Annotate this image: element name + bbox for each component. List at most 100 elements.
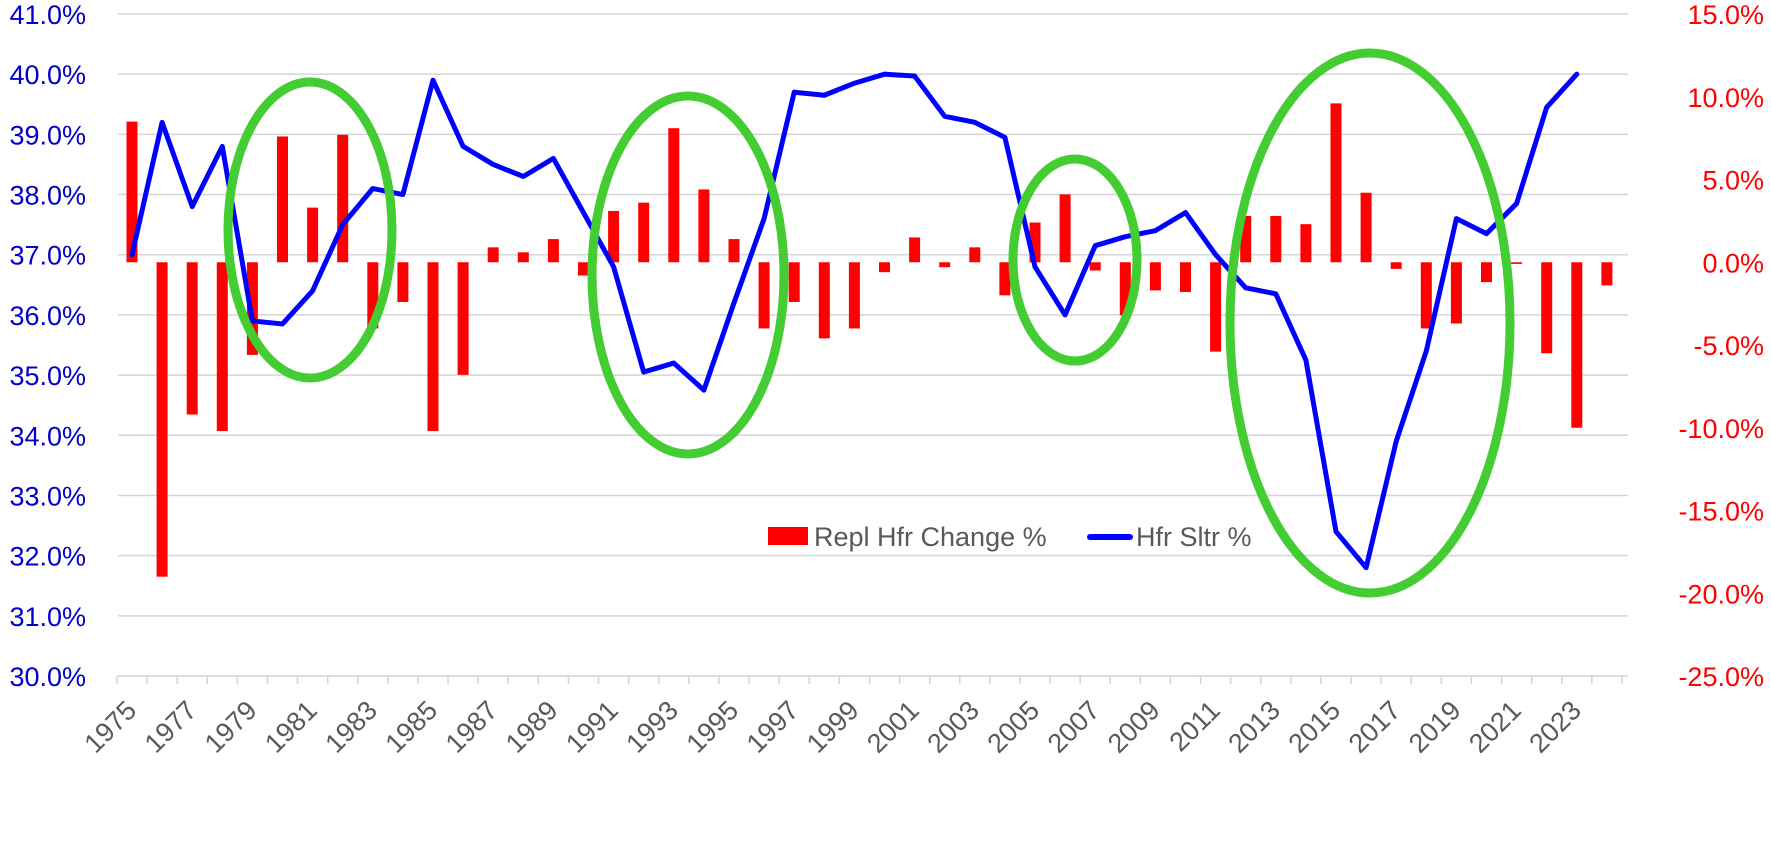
x-axis-tick-label: 1979 bbox=[199, 695, 263, 759]
bar bbox=[1450, 262, 1462, 324]
bar bbox=[879, 262, 890, 273]
highlight-ellipse bbox=[1225, 48, 1515, 598]
left-axis-tick-label: 33.0% bbox=[9, 481, 86, 511]
bar bbox=[1089, 262, 1101, 271]
right-axis: -25.0% -20.0% -15.0% -10.0% -5.0% 0.0% 5.0% 10.… bbox=[1678, 0, 1764, 692]
legend-line-label: Hfr Sltr % bbox=[1136, 522, 1252, 552]
bar bbox=[1029, 222, 1041, 263]
x-axis-tick-label: 1975 bbox=[79, 695, 143, 759]
bar bbox=[1481, 262, 1492, 283]
bar bbox=[367, 262, 379, 329]
bar bbox=[216, 262, 228, 432]
bar bbox=[1240, 215, 1252, 263]
left-axis-tick-label: 41.0% bbox=[9, 0, 86, 30]
right-axis-tick-label: -5.0% bbox=[1693, 331, 1764, 361]
bar bbox=[1210, 262, 1222, 352]
x-axis-tick-label: 2003 bbox=[921, 695, 985, 759]
bar bbox=[397, 262, 409, 302]
x-axis-tick-label: 1997 bbox=[741, 695, 805, 759]
x-axis-tick-label: 1991 bbox=[560, 695, 624, 759]
bar bbox=[1180, 262, 1191, 293]
gridlines bbox=[118, 13, 1628, 677]
bar bbox=[758, 262, 770, 329]
legend-bar-swatch bbox=[768, 527, 808, 545]
bar bbox=[848, 262, 860, 329]
x-axis-tick-label: 1999 bbox=[801, 695, 865, 759]
bar bbox=[698, 189, 710, 263]
right-axis-tick-label: 0.0% bbox=[1702, 248, 1764, 278]
bar bbox=[126, 121, 138, 263]
left-axis-tick-label: 30.0% bbox=[9, 662, 86, 692]
left-axis-tick-label: 36.0% bbox=[9, 301, 86, 331]
bar bbox=[969, 247, 981, 263]
x-axis-tick-label: 2019 bbox=[1403, 695, 1467, 759]
bar bbox=[728, 239, 740, 263]
x-axis-tick-label: 1987 bbox=[440, 695, 504, 759]
highlight-ellipse bbox=[587, 91, 789, 459]
x-axis-tick-label: 1981 bbox=[259, 695, 323, 759]
x-axis-tick-label: 2013 bbox=[1222, 695, 1286, 759]
right-axis-tick-label: 15.0% bbox=[1687, 0, 1764, 30]
left-axis-tick-label: 39.0% bbox=[9, 120, 86, 150]
bar bbox=[1541, 262, 1553, 354]
x-axis-tick-label: 2001 bbox=[861, 695, 925, 759]
bar bbox=[277, 136, 288, 263]
left-axis-tick-label: 40.0% bbox=[9, 60, 86, 90]
bar bbox=[1420, 262, 1432, 329]
left-axis-tick-label: 37.0% bbox=[9, 241, 86, 271]
bar bbox=[668, 128, 680, 263]
bar bbox=[1059, 194, 1071, 263]
left-axis-tick-label: 35.0% bbox=[9, 361, 86, 391]
highlight-ellipses bbox=[223, 48, 1515, 598]
bar bbox=[156, 262, 168, 577]
bar bbox=[1330, 103, 1342, 263]
bar bbox=[999, 262, 1011, 296]
left-axis-tick-label: 38.0% bbox=[9, 181, 86, 211]
bar bbox=[307, 207, 319, 263]
bar bbox=[939, 262, 951, 268]
bar bbox=[517, 252, 529, 263]
x-axis-tick-label: 1989 bbox=[500, 695, 564, 759]
bar bbox=[788, 262, 800, 302]
bar bbox=[818, 262, 830, 339]
bar bbox=[638, 202, 650, 263]
bar bbox=[909, 237, 921, 263]
left-axis-tick-label: 34.0% bbox=[9, 421, 86, 451]
left-axis-tick-label: 31.0% bbox=[9, 602, 86, 632]
bar bbox=[578, 262, 589, 276]
right-axis-tick-label: -10.0% bbox=[1678, 414, 1764, 444]
bar bbox=[1270, 215, 1282, 263]
bar bbox=[457, 262, 469, 375]
x-axis-tick-label: 2007 bbox=[1042, 695, 1106, 759]
x-axis-tick-label: 2015 bbox=[1283, 695, 1347, 759]
highlight-ellipse bbox=[223, 77, 397, 383]
x-axis-tick-label: 1985 bbox=[380, 695, 444, 759]
x-axis-tick-label: 1995 bbox=[681, 695, 745, 759]
highlight-ellipse bbox=[1008, 154, 1142, 366]
bar bbox=[186, 262, 198, 415]
right-axis-tick-label: 10.0% bbox=[1687, 83, 1764, 113]
bar bbox=[1360, 192, 1372, 263]
bar bbox=[1511, 262, 1523, 264]
x-axis-tick-label: 1993 bbox=[620, 695, 684, 759]
x-axis-tick-label: 1977 bbox=[139, 695, 203, 759]
legend: Repl Hfr Change % Hfr Sltr % bbox=[768, 522, 1252, 552]
right-axis-tick-label: 5.0% bbox=[1702, 166, 1764, 196]
bar bbox=[608, 210, 620, 263]
x-axis: 1975197719791981198319851987198919911993… bbox=[79, 676, 1623, 759]
series-line bbox=[129, 71, 1580, 571]
left-axis: 30.0% 31.0% 32.0% 33.0% 34.0% 35.0% 36.0% 37.0%… bbox=[9, 0, 86, 692]
right-axis-tick-label: -25.0% bbox=[1678, 662, 1764, 692]
x-axis-tick-label: 2011 bbox=[1164, 695, 1226, 757]
x-axis-tick-label: 2017 bbox=[1343, 695, 1407, 759]
bar bbox=[487, 247, 499, 263]
bar bbox=[1601, 262, 1613, 286]
bar bbox=[1119, 262, 1131, 316]
bar bbox=[427, 262, 439, 432]
bar bbox=[547, 239, 559, 263]
legend-bar-label: Repl Hfr Change % bbox=[814, 522, 1047, 552]
line-series bbox=[129, 71, 1580, 571]
bar-series bbox=[126, 103, 1613, 577]
